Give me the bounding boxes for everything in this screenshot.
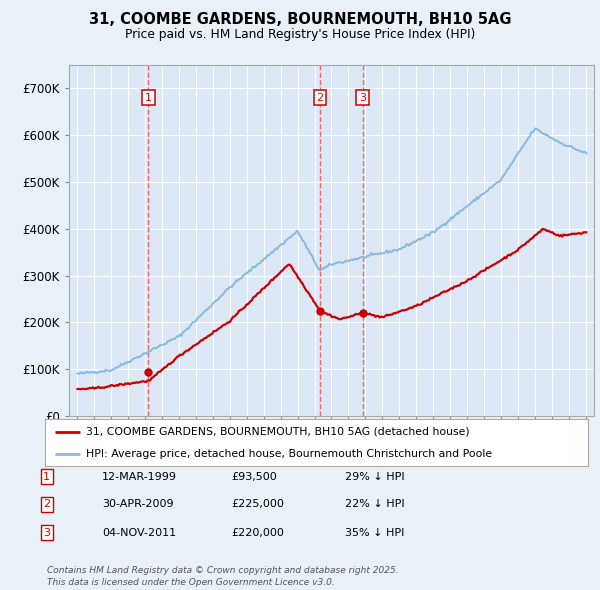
Text: 22% ↓ HPI: 22% ↓ HPI bbox=[345, 500, 404, 509]
Text: Contains HM Land Registry data © Crown copyright and database right 2025.
This d: Contains HM Land Registry data © Crown c… bbox=[47, 566, 398, 587]
Text: 04-NOV-2011: 04-NOV-2011 bbox=[102, 528, 176, 537]
Text: 12-MAR-1999: 12-MAR-1999 bbox=[102, 472, 177, 481]
Text: £225,000: £225,000 bbox=[231, 500, 284, 509]
Text: 31, COOMBE GARDENS, BOURNEMOUTH, BH10 5AG (detached house): 31, COOMBE GARDENS, BOURNEMOUTH, BH10 5A… bbox=[86, 427, 469, 437]
Text: 35% ↓ HPI: 35% ↓ HPI bbox=[345, 528, 404, 537]
Text: Price paid vs. HM Land Registry's House Price Index (HPI): Price paid vs. HM Land Registry's House … bbox=[125, 28, 475, 41]
Text: £220,000: £220,000 bbox=[231, 528, 284, 537]
Text: 2: 2 bbox=[43, 500, 50, 509]
Text: 29% ↓ HPI: 29% ↓ HPI bbox=[345, 472, 404, 481]
Text: 1: 1 bbox=[43, 472, 50, 481]
Text: 1: 1 bbox=[145, 93, 152, 103]
Text: 30-APR-2009: 30-APR-2009 bbox=[102, 500, 173, 509]
Text: 3: 3 bbox=[43, 528, 50, 537]
Text: HPI: Average price, detached house, Bournemouth Christchurch and Poole: HPI: Average price, detached house, Bour… bbox=[86, 450, 492, 459]
Text: 31, COOMBE GARDENS, BOURNEMOUTH, BH10 5AG: 31, COOMBE GARDENS, BOURNEMOUTH, BH10 5A… bbox=[89, 12, 511, 27]
Text: 2: 2 bbox=[317, 93, 324, 103]
Text: 3: 3 bbox=[359, 93, 366, 103]
Text: £93,500: £93,500 bbox=[231, 472, 277, 481]
